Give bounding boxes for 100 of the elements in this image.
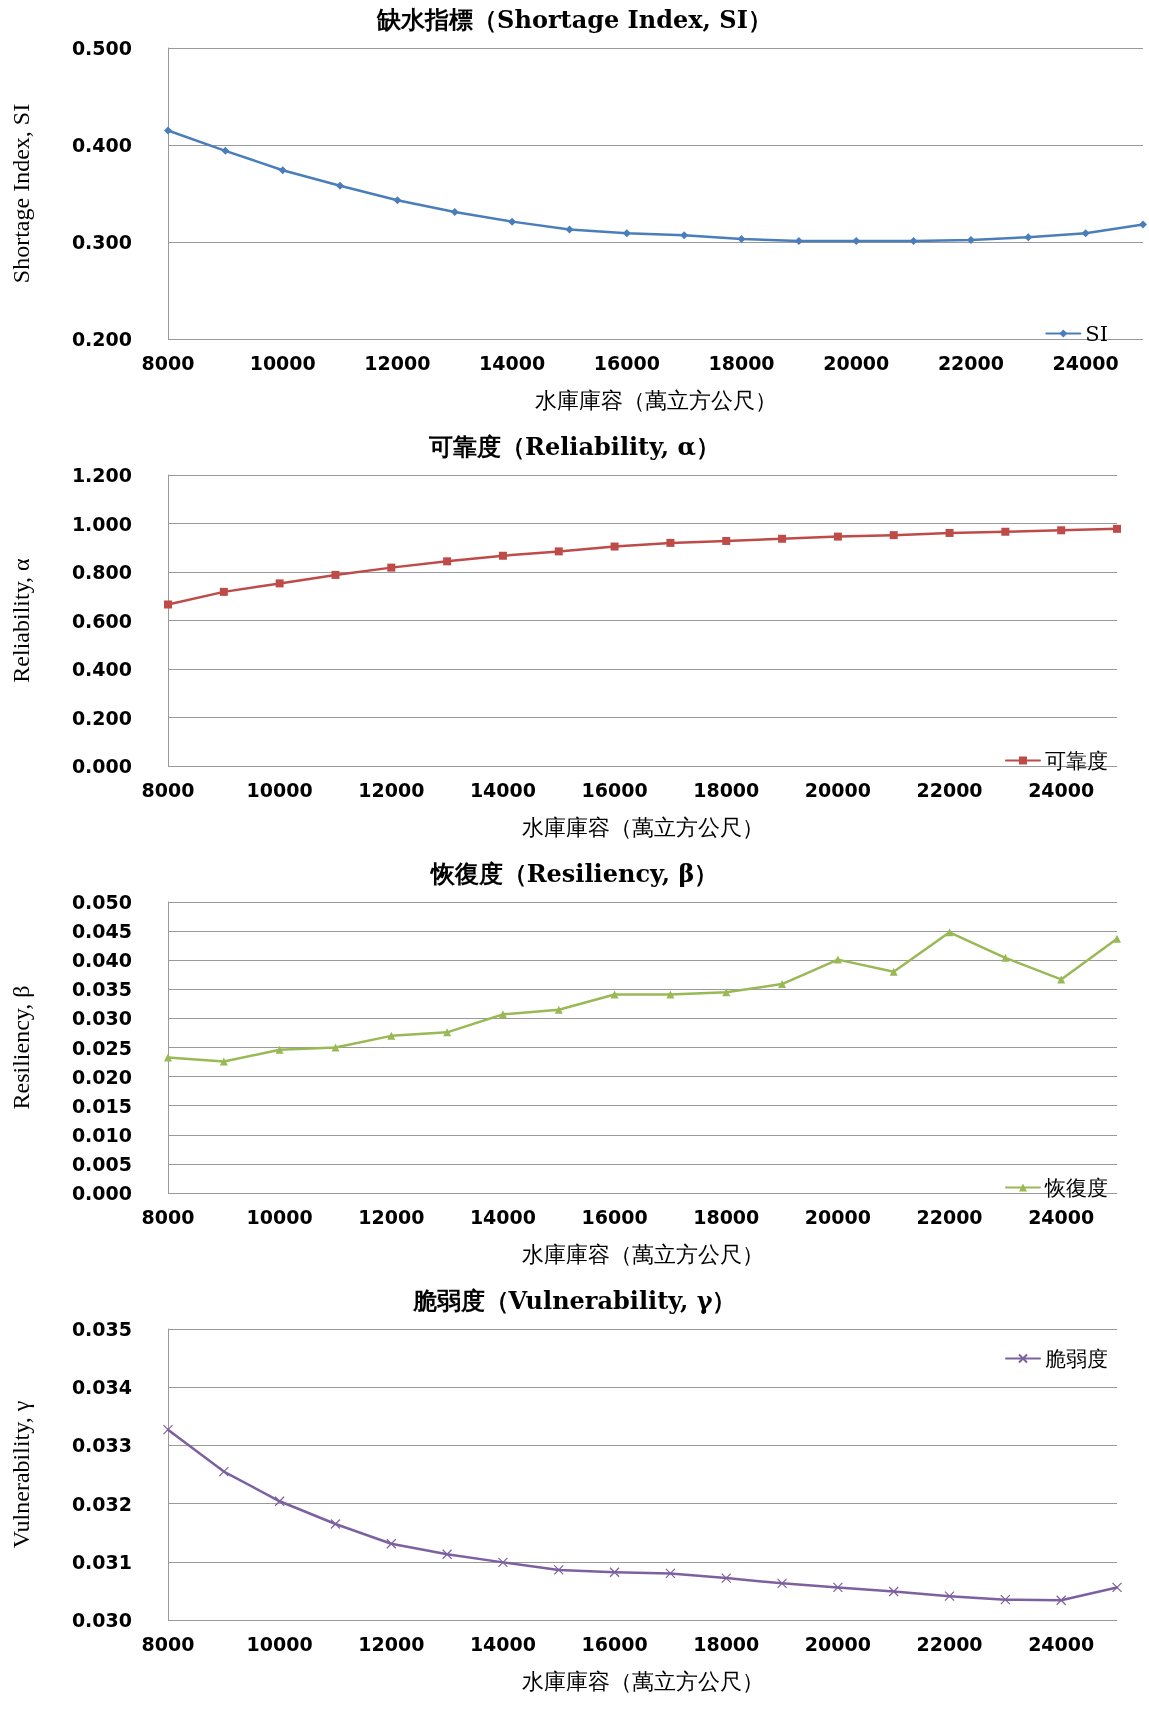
point bbox=[680, 231, 689, 240]
x-tick-label: 18000 bbox=[693, 1632, 760, 1655]
x-tick-label: 14000 bbox=[469, 1205, 536, 1228]
point bbox=[666, 990, 675, 999]
x-tick-label: 8000 bbox=[141, 1205, 195, 1228]
point bbox=[450, 207, 459, 216]
point bbox=[498, 1010, 507, 1019]
chart-title: 可靠度（Reliability, α） bbox=[427, 431, 721, 461]
y-tick-label: 0.020 bbox=[71, 1065, 132, 1088]
legend-label: 可靠度 bbox=[1045, 748, 1108, 773]
y-tick-label: 0.040 bbox=[71, 949, 132, 972]
y-tick-label: 0.034 bbox=[71, 1376, 132, 1399]
point bbox=[274, 1496, 285, 1507]
x-tick-label: 10000 bbox=[246, 778, 313, 801]
y-tick-label: 0.300 bbox=[71, 231, 132, 253]
point bbox=[508, 217, 517, 226]
x-tick-label: 14000 bbox=[469, 1632, 536, 1655]
x-tick-label: 12000 bbox=[358, 1205, 425, 1228]
x-axis-title: 水庫庫容（萬立方公尺） bbox=[534, 387, 777, 413]
point bbox=[945, 928, 954, 937]
x-tick-label: 20000 bbox=[804, 1632, 871, 1655]
x-tick-label: 18000 bbox=[708, 351, 775, 374]
y-tick-label: 1.200 bbox=[71, 464, 132, 486]
point bbox=[666, 538, 675, 547]
legend-label: 恢復度 bbox=[1044, 1175, 1108, 1200]
point bbox=[1111, 1582, 1123, 1593]
x-tick-label: 22000 bbox=[916, 778, 983, 801]
y-tick-label: 0.010 bbox=[71, 1123, 132, 1146]
x-tick-label: 22000 bbox=[916, 1632, 983, 1655]
point bbox=[278, 166, 287, 175]
point bbox=[387, 563, 396, 572]
point bbox=[622, 229, 631, 238]
x-tick-label: 20000 bbox=[823, 351, 890, 374]
y-axis-title: Vulnerability, γ bbox=[8, 1400, 34, 1549]
y-tick-label: 0.600 bbox=[71, 609, 132, 632]
y-axis-title: Resiliency, β bbox=[8, 985, 34, 1110]
point bbox=[610, 542, 619, 551]
y-tick-label: 0.035 bbox=[71, 978, 132, 1001]
point bbox=[1057, 526, 1066, 535]
x-tick-label: 12000 bbox=[358, 1632, 425, 1655]
point bbox=[889, 531, 898, 540]
chart-title: 脆弱度（Vulnerability, γ） bbox=[411, 1285, 737, 1315]
x-axis-title: 水庫庫容（萬立方公尺） bbox=[521, 1241, 764, 1267]
point bbox=[833, 955, 842, 964]
x-tick-label: 16000 bbox=[581, 1632, 648, 1655]
point bbox=[610, 990, 619, 999]
point bbox=[164, 1053, 172, 1062]
point bbox=[1000, 1594, 1011, 1605]
x-tick-label: 18000 bbox=[693, 778, 760, 801]
point bbox=[721, 1573, 732, 1584]
point bbox=[221, 146, 230, 155]
y-tick-label: 0.032 bbox=[71, 1492, 132, 1515]
legend-label: SI bbox=[1085, 321, 1109, 346]
x-tick-label: 14000 bbox=[469, 778, 536, 801]
y-tick-label: 0.000 bbox=[71, 755, 132, 777]
point bbox=[1001, 953, 1010, 962]
point bbox=[909, 237, 918, 246]
x-tick-label: 16000 bbox=[581, 1205, 648, 1228]
y-tick-label: 0.050 bbox=[71, 891, 132, 913]
y-tick-label: 0.035 bbox=[71, 1318, 132, 1340]
x-tick-label: 22000 bbox=[937, 351, 1004, 374]
point bbox=[164, 126, 172, 135]
y-tick-label: 0.015 bbox=[71, 1094, 132, 1117]
point bbox=[1001, 527, 1010, 536]
x-tick-label: 24000 bbox=[1028, 778, 1095, 801]
point bbox=[218, 1466, 229, 1477]
point bbox=[219, 587, 228, 596]
x-tick-label: 18000 bbox=[693, 1205, 760, 1228]
point bbox=[1113, 934, 1121, 943]
point bbox=[393, 196, 402, 205]
point bbox=[722, 536, 731, 545]
x-tick-label: 24000 bbox=[1028, 1632, 1095, 1655]
y-tick-label: 0.400 bbox=[71, 658, 132, 680]
y-tick-label: 0.045 bbox=[71, 920, 132, 943]
x-tick-label: 10000 bbox=[246, 1205, 313, 1228]
point bbox=[275, 579, 284, 588]
point bbox=[1024, 233, 1033, 242]
x-tick-label: 14000 bbox=[479, 351, 546, 374]
x-tick-label: 8000 bbox=[141, 351, 195, 374]
point bbox=[162, 1424, 174, 1435]
y-tick-label: 0.030 bbox=[71, 1609, 132, 1631]
x-tick-label: 24000 bbox=[1052, 351, 1119, 374]
x-tick-label: 16000 bbox=[593, 351, 660, 374]
x-axis-title: 水庫庫容（萬立方公尺） bbox=[521, 814, 764, 840]
point bbox=[554, 547, 563, 556]
point bbox=[565, 225, 574, 234]
x-tick-label: 20000 bbox=[804, 1205, 871, 1228]
x-axis-title: 水庫庫容（萬立方公尺） bbox=[521, 1668, 764, 1694]
point bbox=[331, 1043, 340, 1052]
point bbox=[443, 557, 452, 566]
y-tick-label: 0.200 bbox=[71, 328, 132, 350]
point bbox=[944, 1591, 955, 1602]
y-tick-label: 0.005 bbox=[71, 1152, 132, 1175]
point bbox=[442, 1549, 453, 1560]
point bbox=[554, 1005, 563, 1014]
point bbox=[331, 570, 340, 579]
point bbox=[778, 534, 787, 543]
y-tick-label: 1.000 bbox=[71, 512, 132, 535]
y-tick-label: 0.031 bbox=[71, 1550, 132, 1573]
point bbox=[888, 1586, 899, 1597]
